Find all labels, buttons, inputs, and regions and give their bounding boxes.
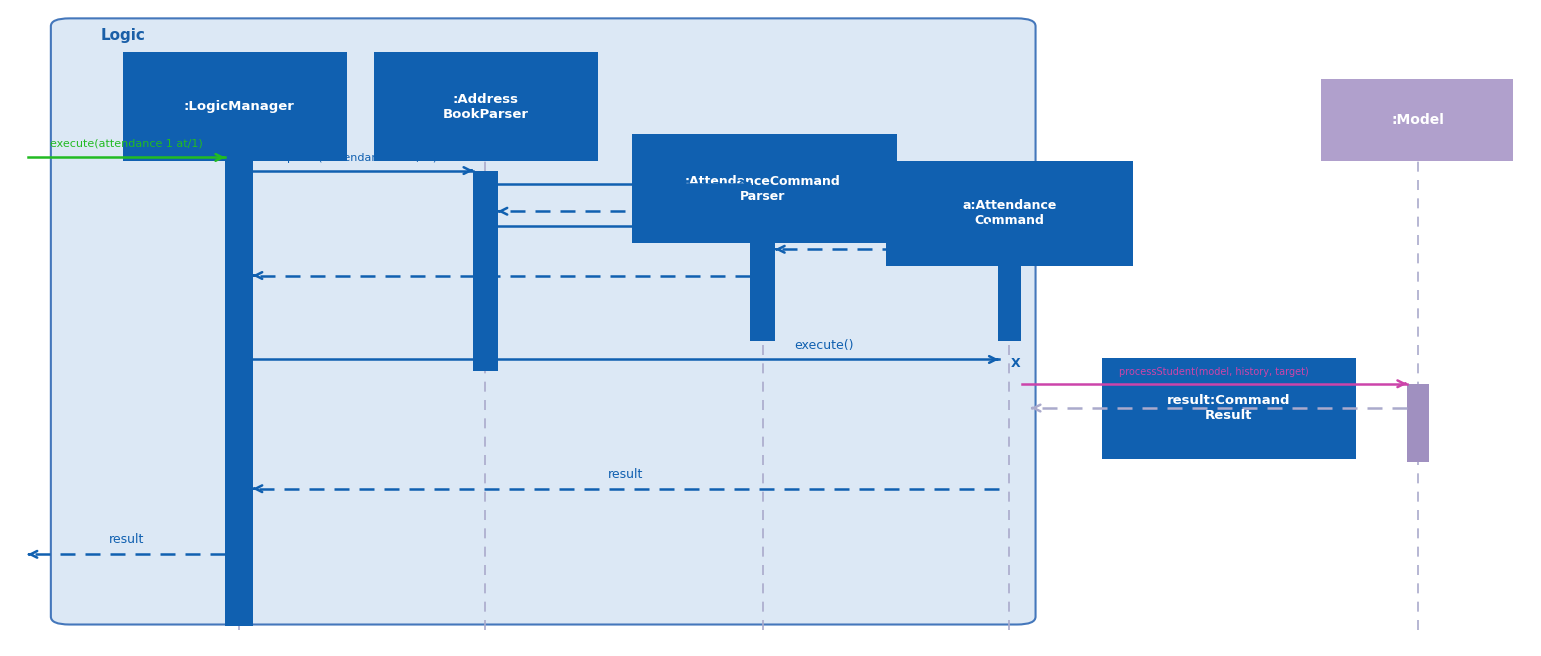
- Text: result:Command
Result: result:Command Result: [1167, 394, 1291, 422]
- FancyBboxPatch shape: [1102, 358, 1356, 459]
- FancyBboxPatch shape: [51, 18, 1036, 625]
- Text: :AttendanceCommand
Parser: :AttendanceCommand Parser: [684, 174, 841, 203]
- Text: :Model: :Model: [1392, 113, 1444, 127]
- Bar: [473, 171, 498, 371]
- Bar: [750, 239, 775, 341]
- Text: execute(): execute(): [795, 338, 854, 352]
- Text: :LogicManager: :LogicManager: [183, 100, 294, 113]
- Bar: [225, 157, 253, 626]
- Bar: [999, 262, 1022, 341]
- Bar: [1407, 384, 1429, 462]
- FancyBboxPatch shape: [632, 134, 897, 243]
- Text: parse("attendance 1 at/1"): parse("attendance 1 at/1"): [287, 153, 438, 163]
- Text: processStudent(model, history, target): processStudent(model, history, target): [1119, 367, 1310, 377]
- Text: parse(“1 at/1”): parse(“1 at/1”): [706, 209, 789, 218]
- FancyBboxPatch shape: [886, 161, 1133, 266]
- FancyBboxPatch shape: [123, 52, 347, 161]
- FancyBboxPatch shape: [1321, 79, 1513, 161]
- Text: X: X: [1011, 357, 1020, 370]
- Text: result: result: [109, 533, 143, 546]
- Text: Logic: Logic: [100, 28, 145, 43]
- Text: :Address
BookParser: :Address BookParser: [442, 92, 529, 121]
- Text: execute(attendance 1 at/1): execute(attendance 1 at/1): [49, 139, 203, 149]
- Text: a:Attendance
Command: a:Attendance Command: [962, 199, 1057, 227]
- Text: result: result: [609, 468, 643, 481]
- FancyBboxPatch shape: [374, 52, 598, 161]
